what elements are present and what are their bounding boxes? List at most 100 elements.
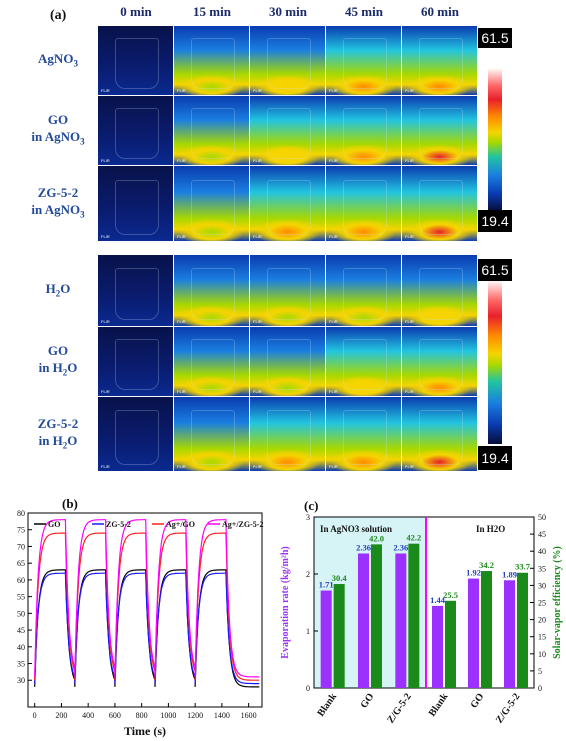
row-label-agno3: AgNO3 [20, 26, 96, 96]
y2-tick-label: 30 [538, 581, 546, 590]
thermal-image-r0-c3: FLIR [326, 26, 401, 95]
flir-logo: FLIR [405, 88, 414, 93]
bar-label-evap-2: 2.36 [393, 542, 408, 552]
flir-logo: FLIR [177, 464, 186, 469]
thermal-image-r2-c2: FLIR [250, 166, 325, 241]
flir-logo: FLIR [329, 319, 338, 324]
flir-logo: FLIR [253, 389, 262, 394]
thermal-image-r0-c2: FLIR [250, 26, 325, 95]
category-label-1: GO [359, 691, 377, 710]
flir-logo: FLIR [253, 319, 262, 324]
colorbar-max-bottom: 61.5 [478, 259, 512, 281]
row-label-line: in AgNO3 [31, 129, 85, 147]
bar-eff-2 [408, 543, 420, 688]
time-header-1: 15 min [193, 4, 231, 19]
flir-logo: FLIR [253, 234, 262, 239]
bar-label-eff-3: 25.5 [443, 590, 458, 600]
beaker-shape [190, 267, 235, 321]
flir-logo: FLIR [101, 158, 110, 163]
row-label-text: ZG-5-2 in AgNO3 [20, 184, 96, 224]
bar-eff-0 [333, 584, 345, 688]
row-label-go-h2o: GO in H2O [20, 327, 96, 397]
flir-logo: FLIR [329, 234, 338, 239]
evaporation-bar-chart: (c)In AgNO3 solution In H2O01230510152025… [280, 498, 563, 725]
x-tick-label: 600 [109, 711, 121, 720]
y-tick-label: 70 [17, 542, 25, 551]
bar-label-eff-0: 30.4 [332, 573, 348, 583]
time-header-2: 30 min [269, 4, 307, 19]
x-tick-label: 0 [33, 711, 37, 720]
beaker-shape [266, 267, 311, 321]
y2-tick-label: 40 [538, 547, 546, 556]
thermal-image-r5-c1: FLIR [174, 397, 249, 471]
thermal-image-r2-c4: FLIR [402, 166, 477, 241]
beaker-shape [114, 339, 159, 391]
flir-logo: FLIR [177, 389, 186, 394]
flir-logo: FLIR [329, 464, 338, 469]
bar-label-eff-4: 34.2 [479, 560, 494, 570]
beaker-shape [266, 339, 311, 391]
y-tick-label: 45 [17, 626, 25, 635]
bar-evap-0 [320, 590, 332, 688]
legend-label-2: Ag+/GO [166, 520, 195, 529]
bar-label-evap-0: 1.71 [319, 580, 334, 590]
bar-label-eff-1: 42.0 [369, 533, 384, 543]
beaker-shape [114, 38, 159, 90]
colorbar-max-top: 61.5 [478, 28, 512, 48]
row-label-text: GO in H2O [20, 342, 96, 382]
bar-label-evap-1: 2.36 [356, 542, 371, 552]
beaker-shape [342, 179, 387, 235]
beaker-shape [266, 108, 311, 160]
colorbar-min-bottom: 19.4 [478, 446, 512, 470]
row-label-line: GO [47, 112, 69, 128]
category-label-5: Z/G-5-2 [494, 691, 522, 725]
thermal-image-r5-c2: FLIR [250, 397, 325, 471]
thermal-image-r0-c0: FLIR [98, 26, 173, 95]
thermal-image-r1-c2: FLIR [250, 96, 325, 165]
legend-label-0: GO [48, 520, 60, 529]
thermal-image-r5-c0: FLIR [98, 397, 173, 471]
colorbar-min-top: 19.4 [478, 210, 512, 232]
x-axis-label: Time (s) [124, 724, 166, 738]
row-label-line: in H2O [38, 432, 78, 451]
row-label-text: GO in AgNO3 [20, 111, 96, 151]
row-label-text: AgNO3 [20, 50, 96, 73]
y-tick-label: 50 [17, 609, 25, 618]
y2-tick-label: 25 [538, 599, 546, 608]
time-header-4: 60 min [421, 4, 459, 19]
beaker-shape [114, 108, 159, 160]
row-label-go-agno3: GO in AgNO3 [20, 96, 96, 166]
thermal-image-r3-c0: FLIR [98, 255, 173, 326]
x-tick-label: 800 [136, 711, 148, 720]
beaker-shape [114, 179, 159, 235]
thermal-image-r1-c3: FLIR [326, 96, 401, 165]
beaker-shape [342, 410, 387, 466]
flir-logo: FLIR [405, 464, 414, 469]
y-tick-label: 0 [306, 684, 310, 693]
row-label-text: H2O [20, 280, 96, 303]
thermal-image-r4-c0: FLIR [98, 327, 173, 396]
beaker-shape [418, 339, 463, 391]
flir-logo: FLIR [329, 389, 338, 394]
thermal-image-r1-c4: FLIR [402, 96, 477, 165]
y2-tick-label: 0 [538, 684, 542, 693]
series-line-1 [34, 572, 260, 685]
row-label-h2o: H2O [20, 255, 96, 327]
y-tick-label: 65 [17, 559, 25, 568]
flir-logo: FLIR [177, 234, 186, 239]
y-tick-label: 2 [306, 570, 310, 579]
plot-frame [27, 512, 263, 708]
beaker-shape [342, 108, 387, 160]
flir-logo: FLIR [101, 319, 110, 324]
row-label-line: ZG-5-2 [37, 415, 79, 431]
flir-logo: FLIR [329, 88, 338, 93]
flir-logo: FLIR [253, 88, 262, 93]
thermal-image-r4-c1: FLIR [174, 327, 249, 396]
x-tick-label: 400 [82, 711, 94, 720]
x-tick-label: 1600 [241, 711, 257, 720]
row-label-line: GO [47, 343, 69, 359]
panel-a-label: (a) [50, 8, 67, 23]
bar-label-eff-5: 33.7 [515, 562, 531, 572]
bar-label-eff-2: 42.2 [406, 533, 421, 543]
